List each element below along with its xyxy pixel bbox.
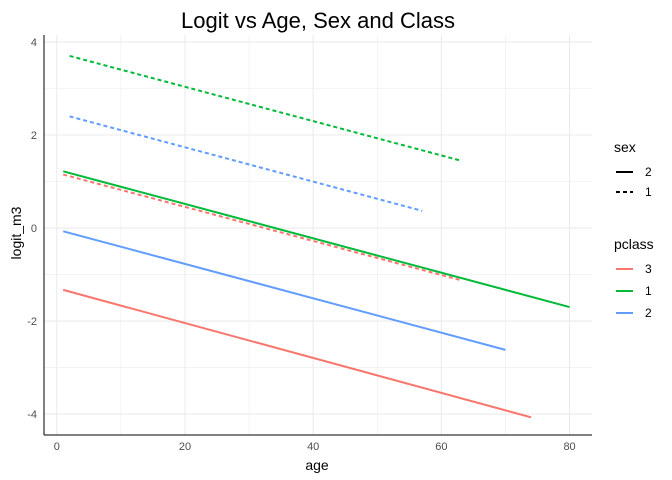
legend-pclass-label-3: 3 [645,262,652,276]
plot-panel: 0 20 40 60 80 -4 -2 0 2 4 [27,35,592,453]
y-axis-title: logit_m3 [8,206,24,259]
series-line-sex1-pclass3 [62,173,461,282]
legend-sex-label-2: 2 [645,165,652,179]
x-tick-labels: 0 20 40 60 80 [54,441,576,453]
chart-title: Logit vs Age, Sex and Class [181,8,455,33]
legend-sex: sex 2 1 [614,139,652,199]
legend-sex-label-1: 1 [645,185,652,199]
y-tick-label: -4 [27,409,37,421]
y-tick-labels: -4 -2 0 2 4 [27,37,37,421]
legend-pclass-label-2: 2 [645,306,652,320]
x-axis-title: age [305,457,329,473]
legend-pclass-title: pclass [614,236,654,252]
axes [43,35,592,436]
y-tick-label: 2 [31,130,37,142]
x-tick-label: 40 [307,441,319,453]
y-tick-label: 0 [31,223,37,235]
x-tick-label: 80 [563,441,575,453]
y-tick-label: 4 [31,37,37,49]
x-tick-label: 20 [179,441,191,453]
x-tick-label: 60 [435,441,447,453]
legend-pclass-label-1: 1 [645,284,652,298]
legend-pclass: pclass 3 1 2 [614,236,654,320]
grid [44,35,592,435]
x-tick-label: 0 [54,441,60,453]
series-line-sex2-pclass2 [62,230,506,351]
series-layer [62,54,570,419]
series-line-sex2-pclass3 [62,288,532,419]
y-tick-label: -2 [27,316,37,328]
series-line-sex2-pclass1 [62,170,570,309]
series-line-sex1-pclass1 [69,54,461,162]
series-line-sex1-pclass2 [69,115,423,212]
legend-sex-title: sex [614,139,636,155]
